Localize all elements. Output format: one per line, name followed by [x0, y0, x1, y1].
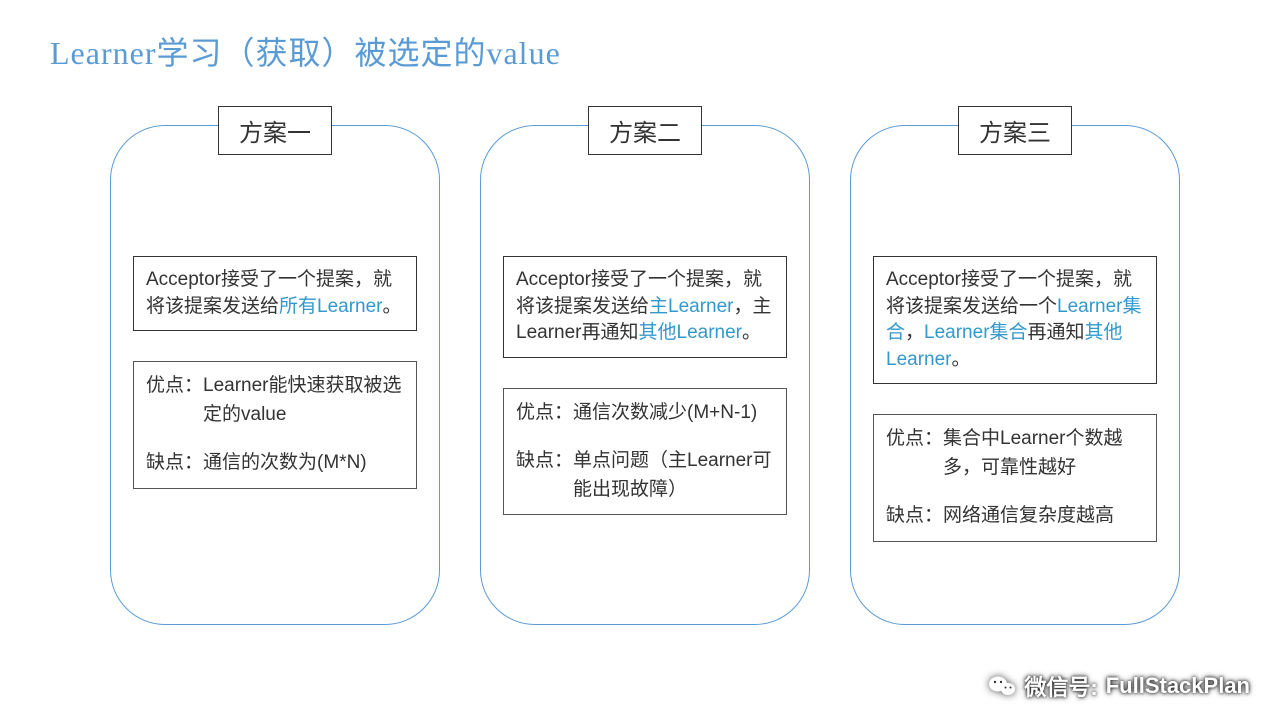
- pro-label: 优点：: [516, 399, 573, 428]
- pro-label: 优点：: [886, 425, 943, 482]
- watermark: 微信号: FullStackPlan: [988, 670, 1250, 702]
- card-title: 方案一: [218, 106, 332, 155]
- con-text: 单点问题（主Learner可能出现故障）: [573, 447, 774, 504]
- pros-cons-box: 优点： 通信次数减少(M+N-1) 缺点： 单点问题（主Learner可能出现故…: [503, 388, 787, 516]
- card-plan-3: 方案三 Acceptor接受了一个提案，就将该提案发送给一个Learner集合，…: [850, 125, 1180, 625]
- watermark-label: 微信号:: [1024, 670, 1097, 702]
- card-title-wrap: 方案一: [111, 106, 439, 155]
- desc-text: 再通知: [1028, 322, 1085, 343]
- highlight-text: Learner集合: [924, 322, 1028, 343]
- desc-text: 。: [742, 322, 761, 343]
- highlight-text: 所有Learner: [279, 296, 383, 317]
- description-box: Acceptor接受了一个提案，就将该提案发送给主Learner，主Learne…: [503, 256, 787, 358]
- description-box: Acceptor接受了一个提案，就将该提案发送给所有Learner。: [133, 256, 417, 331]
- card-title-wrap: 方案三: [851, 106, 1179, 155]
- desc-text: ，: [905, 322, 924, 343]
- description-box: Acceptor接受了一个提案，就将该提案发送给一个Learner集合，Lear…: [873, 256, 1157, 384]
- highlight-text: 其他Learner: [639, 322, 743, 343]
- con-label: 缺点：: [886, 502, 943, 531]
- watermark-value: FullStackPlan: [1106, 673, 1250, 699]
- con-text: 通信的次数为(M*N): [203, 449, 367, 478]
- card-plan-2: 方案二 Acceptor接受了一个提案，就将该提案发送给主Learner，主Le…: [480, 125, 810, 625]
- desc-text: 。: [952, 349, 971, 370]
- pro-text: Learner能快速获取被选定的value: [203, 372, 404, 429]
- highlight-text: 主Learner: [649, 296, 734, 317]
- wechat-icon: [988, 674, 1016, 698]
- pro-text: 通信次数减少(M+N-1): [573, 399, 757, 428]
- page-title: Learner学习（获取）被选定的value: [50, 28, 561, 74]
- card-title: 方案二: [588, 106, 702, 155]
- desc-text: 。: [383, 296, 402, 317]
- con-text: 网络通信复杂度越高: [943, 502, 1114, 531]
- con-label: 缺点：: [516, 447, 573, 504]
- con-label: 缺点：: [146, 449, 203, 478]
- pros-cons-box: 优点： 集合中Learner个数越多，可靠性越好 缺点： 网络通信复杂度越高: [873, 414, 1157, 542]
- card-plan-1: 方案一 Acceptor接受了一个提案，就将该提案发送给所有Learner。 优…: [110, 125, 440, 625]
- pro-label: 优点：: [146, 372, 203, 429]
- pro-text: 集合中Learner个数越多，可靠性越好: [943, 425, 1144, 482]
- cards-container: 方案一 Acceptor接受了一个提案，就将该提案发送给所有Learner。 优…: [110, 125, 1180, 625]
- pros-cons-box: 优点： Learner能快速获取被选定的value 缺点： 通信的次数为(M*N…: [133, 361, 417, 489]
- card-title-wrap: 方案二: [481, 106, 809, 155]
- card-title: 方案三: [958, 106, 1072, 155]
